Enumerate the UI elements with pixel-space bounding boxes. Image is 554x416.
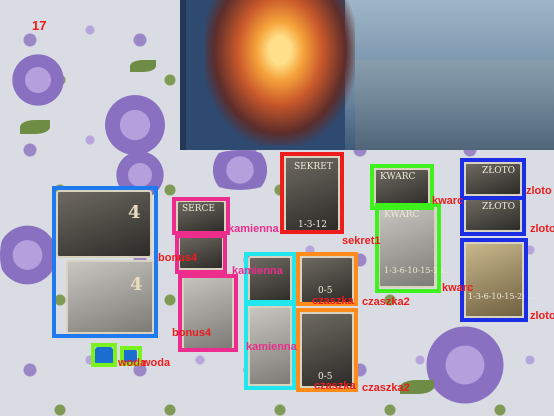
label-kamienna: kamienna — [228, 223, 279, 235]
annotation-box-kwarc — [370, 164, 434, 210]
card-values: 0-5 — [318, 286, 333, 296]
label-zloto: zloto — [530, 223, 554, 235]
card-kwarc-top[interactable]: KWARC — [374, 168, 430, 208]
leaf-decoration — [20, 120, 50, 134]
card-title: SEKRET — [294, 162, 333, 172]
label-kwarc: kwarc — [442, 282, 474, 294]
label-zloto: zloto — [526, 185, 552, 197]
annotation-box-mushroom — [52, 186, 158, 338]
board-rock-art — [355, 60, 554, 150]
label-woda: woda — [142, 357, 171, 369]
annotation-box-sekret — [280, 152, 344, 234]
water-token[interactable] — [95, 347, 113, 365]
label-woda: woda — [118, 357, 147, 369]
card-title: ZŁOTO — [482, 166, 516, 176]
annotation-box-bonus — [172, 197, 230, 235]
flower-decoration — [8, 50, 68, 110]
flower-decoration — [420, 320, 510, 410]
label-bonus: bonus4 — [172, 327, 212, 339]
label-czaszka: czaszka2 — [362, 296, 410, 308]
label-czaszka: czaszka — [312, 295, 354, 307]
label-czaszka: czaszka2 — [362, 382, 410, 394]
annotation-box-woda — [91, 343, 117, 367]
annotation-box-czaszka — [296, 252, 358, 306]
card-kwarc-bottom[interactable]: KWARC 1-3-6-10-15-20... — [378, 206, 451, 288]
card-values: 1-3-6-10-15-20... — [384, 266, 451, 275]
score-counter: 17 — [32, 18, 47, 33]
label-kamienna: kamienna — [232, 265, 283, 277]
card-czaszka-bottom[interactable]: 0-5 — [300, 312, 354, 388]
card-values: 0-5 — [318, 372, 333, 382]
label-kwarc: kwarc — [432, 195, 464, 207]
leaf-decoration — [400, 380, 434, 394]
label-sekret: sekret1 — [342, 235, 381, 247]
card-title: ZŁOTO — [482, 202, 516, 212]
card-title: KWARC — [380, 172, 416, 182]
card-bonus-top[interactable]: SERCE — [176, 200, 226, 234]
annotation-box-zloto — [460, 196, 526, 236]
water-token[interactable] — [123, 349, 137, 363]
card-zloto-middle[interactable]: ZŁOTO — [464, 198, 522, 232]
card-values: 1-3-6-10-15-20... — [468, 292, 535, 301]
annotation-box-zloto — [460, 158, 526, 200]
label-czaszka: czaszka — [314, 380, 356, 392]
annotation-box-zloto — [460, 238, 528, 322]
label-zloto: zloto — [530, 310, 554, 322]
card-title: SERCE — [182, 204, 215, 214]
board-fire-art — [205, 0, 355, 145]
card-stone-bottom[interactable] — [248, 306, 292, 386]
annotation-box-woda — [120, 346, 142, 366]
flower-decoration — [0, 215, 55, 295]
card-sekret[interactable]: SEKRET 1-3-12 — [284, 156, 340, 232]
leaf-decoration — [130, 60, 156, 72]
card-value: 4 — [130, 274, 143, 295]
card-mushroom-top[interactable]: 4 — [56, 190, 152, 258]
annotation-box-kwarc — [375, 203, 441, 293]
card-value: 4 — [128, 202, 141, 223]
annotation-box-bonus — [178, 274, 238, 352]
label-kamienna: kamienna — [246, 341, 297, 353]
flower-decoration — [200, 150, 280, 190]
card-values: 1-3-12 — [298, 220, 327, 230]
card-title: KWARC — [384, 210, 420, 220]
card-zloto-bottom[interactable]: 1-3-6-10-15-20... — [464, 242, 535, 318]
annotation-box-czaszka — [296, 308, 358, 392]
card-zloto-top[interactable]: ZŁOTO — [464, 162, 522, 196]
flower-decoration — [100, 90, 170, 160]
card-mushroom-bottom[interactable]: 4 — [66, 260, 154, 334]
annotation-box-bonus — [175, 234, 227, 274]
annotation-box-kamienna — [244, 252, 296, 304]
annotation-box-kamienna — [244, 302, 296, 390]
label-bonus: bonus4 — [158, 252, 198, 264]
